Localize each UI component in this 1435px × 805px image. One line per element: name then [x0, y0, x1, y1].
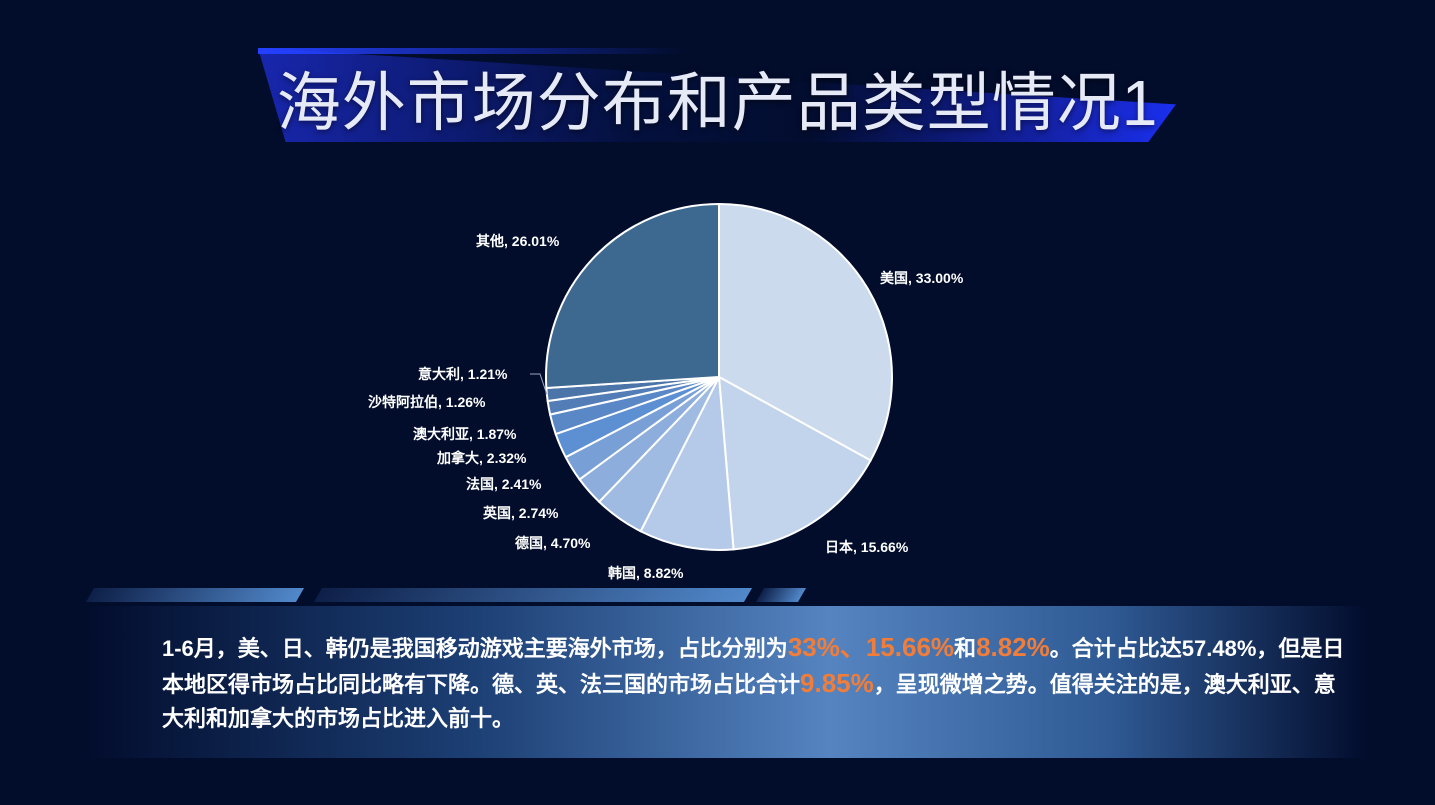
leader-line-italy: [530, 373, 548, 395]
title-banner-accent: [258, 48, 688, 54]
decor-bar-middle: [313, 588, 753, 602]
pie-label-7: 加拿大, 2.32%: [436, 450, 527, 466]
pie-label-3: 韩国, 8.82%: [608, 565, 684, 581]
page-title: 海外市场分布和产品类型情况1: [276, 67, 1159, 139]
summary-part-4: ，呈现微增之势。值得关注的是，澳大利亚、意大利和加拿大的市场占比进入前十。: [162, 672, 1336, 731]
pie-label-1: 美国, 33.00%: [880, 270, 964, 286]
highlight-us-jp-share: 33%、15.66%: [787, 632, 955, 662]
summary-text: 1-6月，美、日、韩仍是我国移动游戏主要海外市场，占比分别为33%、15.66%…: [162, 630, 1352, 736]
summary-part-1: 1-6月，美、日、韩仍是我国移动游戏主要海外市场，占比分别为: [162, 636, 788, 661]
decor-bar-left: [85, 588, 305, 602]
summary-part-3: 。合计占比达57.48%，但是日本地区得市场占比同比略有下降。德、英、法三国的市…: [162, 636, 1345, 697]
pie-label-9: 沙特阿拉伯, 1.26%: [368, 394, 486, 410]
pie-slices: [545, 202, 893, 551]
pie-label-2: 日本, 15.66%: [825, 539, 909, 555]
pie-label-5: 英国, 2.74%: [482, 505, 559, 521]
pie-slice-11: [545, 202, 720, 390]
pie-slice-2: [717, 375, 872, 551]
pie-leader-lines: [530, 373, 548, 395]
pie-label-4: 德国, 4.70%: [515, 535, 591, 551]
decor-bar-right: [755, 588, 807, 602]
pie-label-10: 意大利, 1.21%: [418, 366, 508, 382]
pie-label-6: 法国, 2.41%: [466, 476, 542, 492]
summary-part-2: 和: [954, 636, 977, 661]
pie-slice-3: [639, 373, 735, 551]
pie-label-11: 其他, 26.01%: [476, 233, 560, 249]
highlight-eu-share: 9.85%: [800, 668, 874, 698]
pie-slice-1: [718, 202, 893, 462]
summary-panel: 1-6月，美、日、韩仍是我国移动游戏主要海外市场，占比分别为33%、15.66%…: [90, 606, 1365, 758]
pie-labels: 美国, 33.00% 日本, 15.66% 韩国, 8.82% 德国, 4.70% 英国…: [368, 233, 964, 581]
pie-label-8: 澳大利亚, 1.87%: [413, 426, 517, 442]
highlight-kr-share: 8.82%: [976, 632, 1050, 662]
